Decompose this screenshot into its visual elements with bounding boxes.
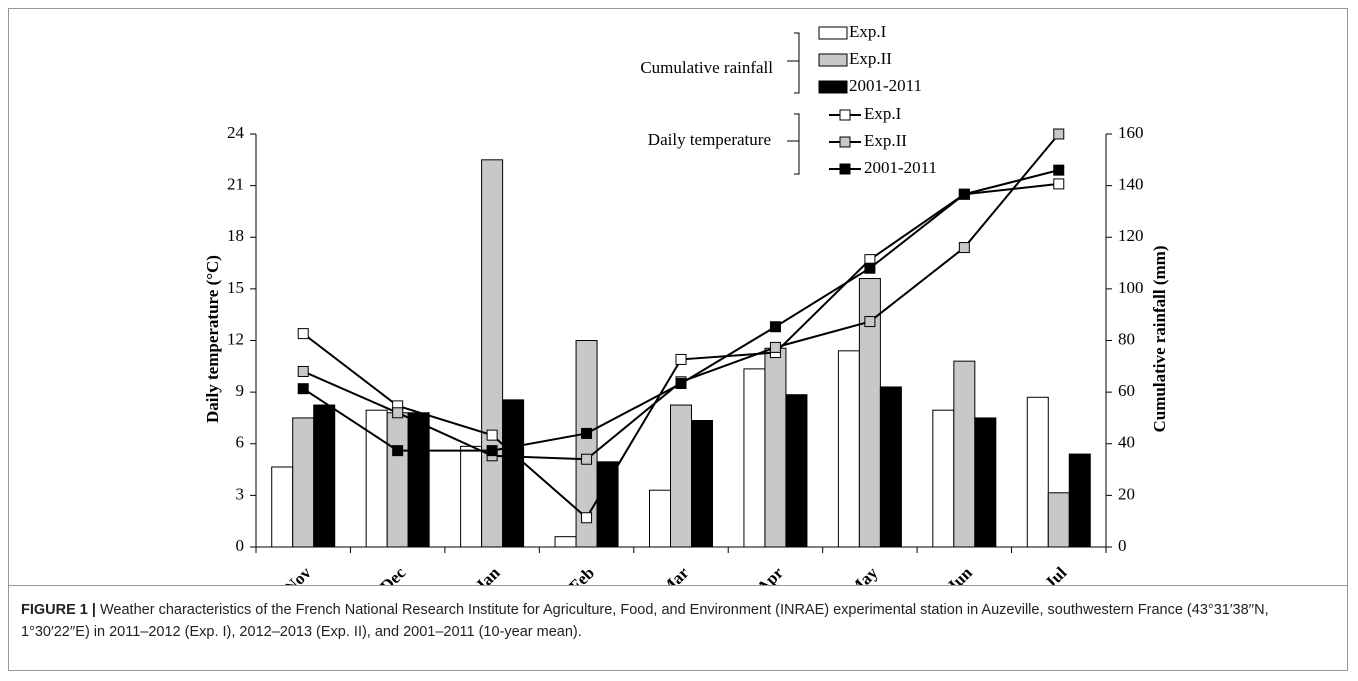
y-tick-label: 24: [227, 123, 245, 142]
marker: [297, 328, 309, 340]
y2-tick-label: 100: [1118, 278, 1144, 297]
marker: [297, 383, 309, 395]
y-tick-label: 15: [227, 278, 244, 297]
y2-tick-label: 0: [1118, 536, 1127, 555]
bar: [575, 340, 598, 548]
bar: [313, 404, 336, 548]
bar: [649, 489, 671, 548]
legend-marker: [839, 163, 851, 175]
figure: Daily temperature (°C) Cumulative rainfa…: [8, 8, 1348, 671]
bar: [953, 360, 976, 548]
marker: [675, 378, 687, 390]
marker: [1053, 178, 1065, 190]
legend-label: 2001-2011: [849, 76, 922, 95]
bar: [764, 347, 787, 548]
marker: [486, 445, 498, 457]
legend-group-label: Daily temperature: [648, 130, 771, 149]
bar: [743, 368, 766, 548]
y-tick-label: 21: [227, 175, 244, 194]
legend-label: Exp.I: [849, 22, 887, 41]
x-tick-label: Feb: [565, 563, 598, 585]
x-tick-label: Jan: [472, 563, 505, 585]
y2-tick-label: 40: [1118, 433, 1135, 452]
bar: [691, 420, 713, 548]
bar: [670, 404, 692, 548]
y2-tick-label: 20: [1118, 484, 1135, 503]
marker: [864, 262, 876, 274]
marker: [297, 365, 309, 377]
bar: [292, 417, 315, 548]
x-tick-label: Mar: [656, 563, 692, 585]
bar: [365, 409, 388, 548]
bar: [1047, 492, 1070, 548]
bar: [785, 394, 808, 548]
legend-label: 2001-2011: [864, 158, 937, 177]
y2-tick-label: 120: [1118, 226, 1144, 245]
y2-tick-label: 140: [1118, 175, 1144, 194]
x-tick-label: Jun: [943, 563, 976, 585]
legend-swatch: [818, 53, 848, 67]
bar: [837, 350, 860, 548]
bar: [1026, 396, 1049, 548]
y-tick-label: 18: [227, 226, 244, 245]
marker: [958, 188, 970, 200]
x-tick-label: May: [845, 563, 882, 585]
x-tick-label: Jul: [1041, 563, 1071, 585]
marker: [1053, 128, 1065, 140]
bar: [554, 536, 577, 548]
legend-brace: [787, 32, 800, 94]
bar: [1068, 453, 1091, 548]
legend-swatch: [818, 26, 848, 40]
separator: [9, 585, 1347, 586]
y2-tick-label: 60: [1118, 381, 1135, 400]
legend-label: Exp.I: [864, 104, 902, 123]
y-tick-label: 9: [236, 381, 245, 400]
marker: [769, 321, 781, 333]
legend-brace: [787, 113, 800, 175]
marker: [769, 341, 781, 353]
caption: FIGURE 1 | Weather characteristics of th…: [21, 599, 1321, 643]
legend-marker: [839, 109, 851, 121]
y-axis-label: Daily temperature (°C): [203, 255, 222, 423]
bar: [460, 445, 483, 548]
marker: [581, 427, 593, 439]
y-tick-label: 0: [236, 536, 245, 555]
marker: [486, 429, 498, 441]
marker: [1053, 164, 1065, 176]
marker: [581, 512, 593, 524]
legend-label: Exp.II: [864, 131, 907, 150]
marker: [581, 453, 593, 465]
bar: [502, 399, 525, 548]
legend-group-label: Cumulative rainfall: [640, 58, 773, 77]
marker: [864, 316, 876, 328]
y-tick-label: 12: [227, 329, 244, 348]
marker: [675, 353, 687, 365]
y2-tick-label: 160: [1118, 123, 1144, 142]
bar: [932, 409, 955, 548]
y-tick-label: 6: [236, 433, 245, 452]
y2-axis-label: Cumulative rainfall (mm): [1150, 246, 1169, 433]
x-tick-label: Apr: [753, 563, 787, 585]
y-tick-label: 3: [236, 484, 245, 503]
marker: [392, 445, 404, 457]
legend-label: Exp.II: [849, 49, 892, 68]
marker: [392, 407, 404, 419]
bar: [271, 466, 294, 548]
x-tick-label: Nov: [281, 563, 315, 585]
bar: [974, 417, 997, 548]
caption-text: Weather characteristics of the French Na…: [21, 602, 1269, 640]
caption-label: FIGURE 1 |: [21, 602, 96, 618]
bar: [386, 412, 409, 548]
marker: [958, 242, 970, 254]
bar: [596, 461, 619, 548]
chart: Daily temperature (°C) Cumulative rainfa…: [203, 22, 1169, 585]
legend-marker: [839, 136, 851, 148]
x-tick-label: Dec: [376, 563, 409, 585]
bar: [879, 386, 902, 548]
bar: [481, 159, 504, 548]
y2-tick-label: 80: [1118, 329, 1135, 348]
bar: [407, 412, 430, 548]
legend-swatch: [818, 80, 848, 94]
